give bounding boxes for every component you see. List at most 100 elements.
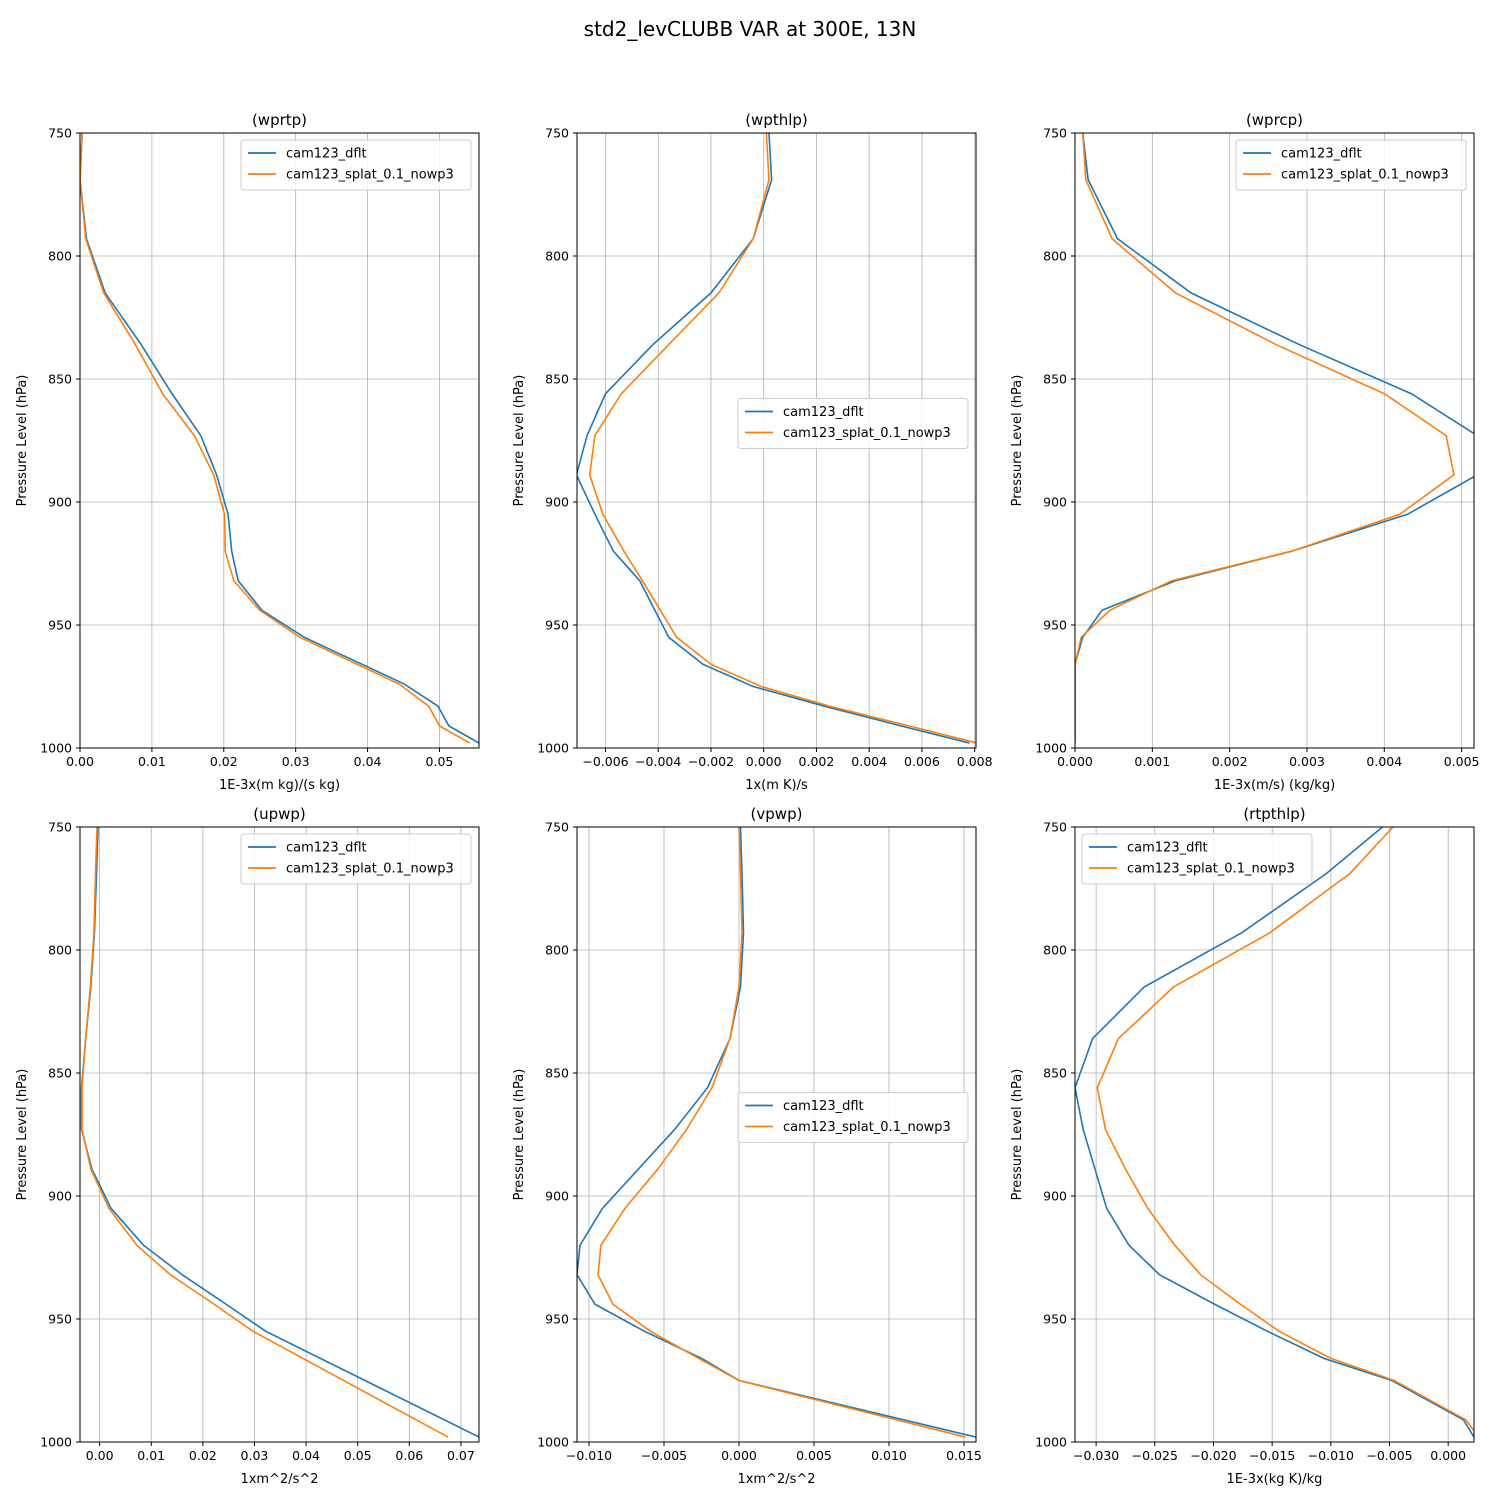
panels: 0.00 0.01 0.02 0.03 0.04 0.05 750 800 850 900 950 1… [15, 111, 1480, 1487]
legend-box [240, 833, 472, 885]
legend-box [240, 139, 472, 191]
legend-label: cam123_dflt [1281, 147, 1362, 162]
x-axis-label: 1xm^2/s^2 [737, 1472, 815, 1487]
y-tick-label: 950 [545, 618, 569, 633]
legend-box [1081, 833, 1313, 885]
y-tick-label: 800 [1043, 249, 1067, 264]
legend-label: cam123_splat_0.1_nowp3 [286, 862, 454, 877]
y-tick-label: 800 [48, 943, 72, 958]
x-tick-label: 0.004 [1366, 754, 1402, 769]
x-tick-label: 0.002 [799, 754, 835, 769]
axes-title: (vpwp) [751, 805, 803, 823]
x-tick-label: 0.002 [1212, 754, 1248, 769]
y-tick-label: 950 [48, 1312, 72, 1327]
x-tick-label: 0.005 [796, 1448, 832, 1463]
y-tick-label: 850 [545, 372, 569, 387]
y-tick-label: 950 [545, 1312, 569, 1327]
x-tick-label: 0.04 [354, 754, 382, 769]
x-tick-label: −0.025 [1132, 1448, 1178, 1463]
y-tick-label: 900 [48, 1189, 72, 1204]
x-tick-label: 0.000 [746, 754, 782, 769]
y-tick-label: 800 [545, 249, 569, 264]
x-tick-label: 0.05 [426, 754, 454, 769]
axes-title: (upwp) [253, 805, 306, 823]
series-line-cam123_dflt [1075, 827, 1474, 1438]
legend-label: cam123_dflt [1127, 841, 1208, 856]
legend-label: cam123_splat_0.1_nowp3 [1281, 168, 1449, 183]
legend: cam123_dflt cam123_splat_0.1_nowp3 [737, 398, 969, 449]
y-tick-label: 1000 [1035, 741, 1067, 756]
panel-wprtp: 0.00 0.01 0.02 0.03 0.04 0.05 750 800 850 900 950 1… [15, 111, 480, 793]
y-tick-label: 750 [48, 126, 72, 141]
axes-frame [1074, 132, 1475, 749]
legend: cam123_dflt cam123_splat_0.1_nowp3 [240, 139, 472, 191]
x-tick-label: 0.003 [1289, 754, 1325, 769]
x-tick-label: 0.05 [344, 1448, 372, 1463]
x-tick-label: −0.006 [582, 754, 628, 769]
x-tick-label: 0.004 [851, 754, 887, 769]
x-tick-label: 0.04 [292, 1448, 320, 1463]
legend-box [737, 398, 969, 449]
axes-title: (rtpthlp) [1243, 805, 1305, 823]
panel-vpwp: −0.010 −0.005 0.000 0.005 0.010 0.015 750 800 85… [512, 805, 982, 1487]
x-tick-label: 0.005 [1444, 754, 1480, 769]
legend-label: cam123_dflt [783, 1099, 864, 1114]
legend-box [1235, 139, 1467, 191]
y-tick-label: 900 [1043, 1189, 1067, 1204]
series-line-cam123_splat_0.1_nowp3 [597, 827, 966, 1438]
legend: cam123_dflt cam123_splat_0.1_nowp3 [1081, 833, 1313, 885]
y-tick-label: 900 [1043, 495, 1067, 510]
y-tick-label: 800 [48, 249, 72, 264]
y-tick-label: 900 [545, 495, 569, 510]
legend-label: cam123_dflt [286, 841, 367, 856]
series-line-cam123_splat_0.1_nowp3 [81, 827, 449, 1438]
legend-label: cam123_dflt [286, 147, 367, 162]
legend-label: cam123_splat_0.1_nowp3 [783, 1120, 951, 1135]
x-tick-label: −0.020 [1190, 1448, 1236, 1463]
x-tick-label: 0.000 [1430, 1448, 1466, 1463]
axes-title: (wprcp) [1246, 111, 1303, 129]
x-tick-label: 0.02 [189, 1448, 217, 1463]
y-tick-label: 750 [48, 820, 72, 835]
axes-title: (wpthlp) [745, 111, 808, 129]
figure-suptitle: std2_levCLUBB VAR at 300E, 13N [584, 17, 917, 41]
x-tick-label: −0.002 [688, 754, 734, 769]
x-tick-label: 0.008 [957, 754, 993, 769]
x-tick-label: 0.03 [241, 1448, 269, 1463]
y-tick-label: 850 [545, 1066, 569, 1081]
x-tick-label: −0.005 [1366, 1448, 1412, 1463]
y-tick-label: 750 [1043, 126, 1067, 141]
legend: cam123_dflt cam123_splat_0.1_nowp3 [737, 1092, 969, 1143]
x-tick-label: −0.030 [1073, 1448, 1119, 1463]
y-tick-label: 950 [1043, 1312, 1067, 1327]
legend-label: cam123_splat_0.1_nowp3 [783, 426, 951, 441]
series-line-cam123_dflt [80, 133, 479, 744]
y-tick-label: 800 [545, 943, 569, 958]
x-axis-label: 1xm^2/s^2 [240, 1472, 318, 1487]
y-axis-label: Pressure Level (hPa) [15, 375, 30, 507]
y-tick-label: 850 [48, 1066, 72, 1081]
y-tick-label: 1000 [537, 1435, 569, 1450]
y-tick-label: 850 [1043, 1066, 1067, 1081]
series-line-cam123_splat_0.1_nowp3 [80, 133, 471, 744]
y-axis-label: Pressure Level (hPa) [1010, 1069, 1025, 1201]
x-tick-label: 0.02 [210, 754, 238, 769]
x-tick-label: 0.000 [1057, 754, 1093, 769]
y-tick-label: 900 [48, 495, 72, 510]
legend-box [737, 1092, 969, 1143]
x-tick-label: 0.010 [871, 1448, 907, 1463]
x-axis-label: 1E-3x(m kg)/(s kg) [219, 778, 340, 793]
y-tick-label: 800 [1043, 943, 1067, 958]
x-tick-label: 0.06 [395, 1448, 423, 1463]
x-tick-label: 0.00 [66, 754, 94, 769]
y-tick-label: 750 [545, 820, 569, 835]
x-tick-label: −0.004 [635, 754, 681, 769]
x-tick-label: 0.00 [86, 1448, 114, 1463]
y-axis-label: Pressure Level (hPa) [512, 1069, 527, 1201]
panel-upwp: 0.00 0.01 0.02 0.03 0.04 0.05 0.06 0.07 750 800 85… [15, 805, 480, 1487]
series-line-cam123_splat_0.1_nowp3 [1096, 827, 1474, 1433]
panel-wprcp: 0.000 0.001 0.002 0.003 0.004 0.005 750 800 850 9… [1010, 111, 1480, 793]
legend: cam123_dflt cam123_splat_0.1_nowp3 [1235, 139, 1467, 191]
x-tick-label: 0.001 [1134, 754, 1170, 769]
